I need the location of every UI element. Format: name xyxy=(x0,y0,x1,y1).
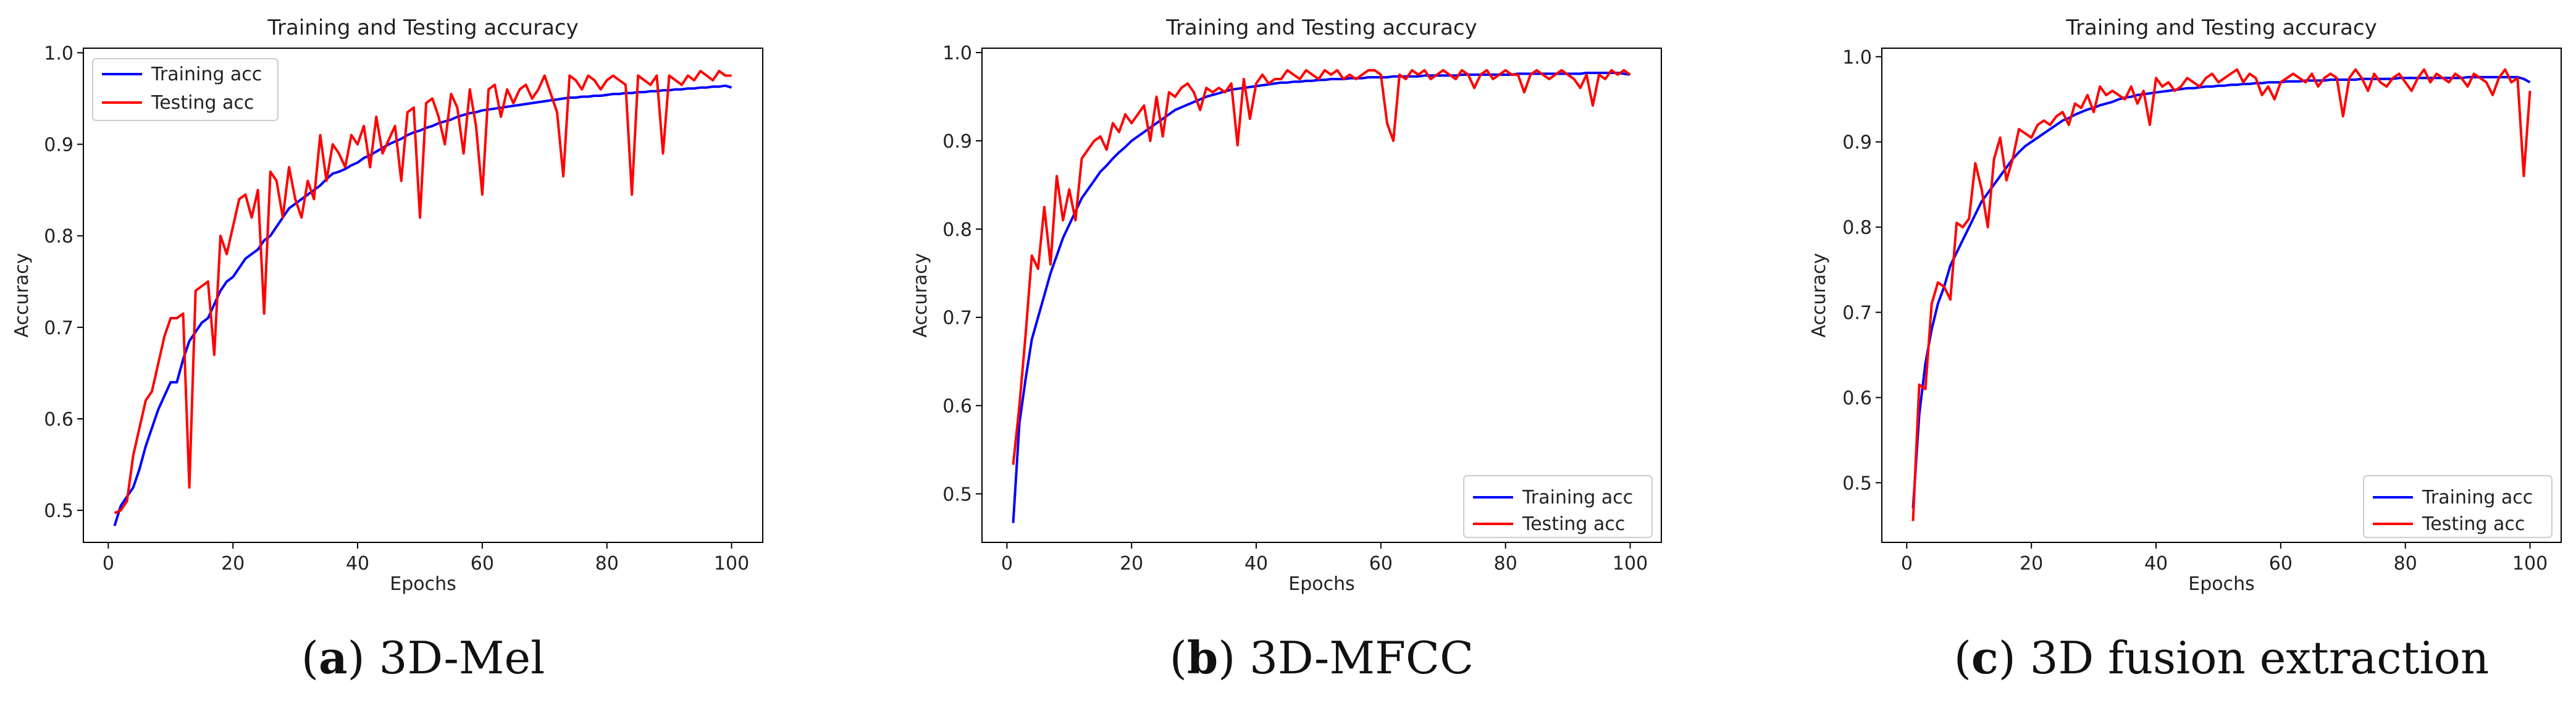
y-tick-label: 0.6 xyxy=(942,396,972,418)
x-tick-label: 60 xyxy=(1369,553,1393,575)
y-tick-label: 0.7 xyxy=(44,318,73,339)
y-tick-label: 0.7 xyxy=(942,308,972,329)
plot-frame xyxy=(83,48,763,543)
x-tick-label: 40 xyxy=(1244,553,1268,575)
x-tick-label: 80 xyxy=(1494,553,1517,575)
y-tick-label: 0.9 xyxy=(1842,132,1872,154)
chart-title: Training and Testing accuracy xyxy=(2065,15,2377,40)
y-axis-label: Accuracy xyxy=(11,253,33,338)
plot-area: 0 20 40 60 80 100 0.5 0.6 0.7 0.8 0.9 1.0 xyxy=(1842,47,2548,575)
x-axis-label: Epochs xyxy=(390,573,456,595)
plot-frame xyxy=(1881,48,2562,543)
legend-label-training: Training acc xyxy=(1522,487,1633,508)
series-line-training xyxy=(1012,72,1630,523)
y-tick-label: 0.8 xyxy=(942,219,972,241)
y-tick-label: 0.9 xyxy=(44,135,73,156)
caption-a: (a) 3D-Mel xyxy=(301,631,545,684)
y-axis-label: Accuracy xyxy=(1808,253,1830,338)
series-line-testing xyxy=(1012,69,1631,465)
legend-label-training: Training acc xyxy=(151,64,262,85)
caption-label: a xyxy=(318,631,348,684)
chart-panel-c: Training and Testing accuracy 0 20 40 60 80 1… xyxy=(1808,15,2562,595)
legend-box xyxy=(1463,475,1653,538)
x-tick-label: 20 xyxy=(221,553,245,575)
y-tick-label: 0.5 xyxy=(44,500,73,522)
y-tick-label: 0.5 xyxy=(1842,473,1872,494)
plot-area: 0 20 40 60 80 100 0.5 0.6 0.7 0.8 0.9 1.0 xyxy=(942,43,1648,575)
legend: Training acc Testing acc xyxy=(2363,475,2553,538)
legend-label-training: Training acc xyxy=(2422,487,2533,508)
x-tick-label: 100 xyxy=(714,553,749,575)
y-tick-label: 1.0 xyxy=(44,43,73,64)
y-tick-label: 0.7 xyxy=(1842,303,1872,324)
x-tick-label: 80 xyxy=(595,553,619,575)
chart-title: Training and Testing accuracy xyxy=(1165,15,1477,40)
x-tick-label: 100 xyxy=(1613,553,1648,575)
x-tick-label: 40 xyxy=(346,553,369,575)
x-tick-label: 60 xyxy=(471,553,494,575)
caption-text: 3D fusion extraction xyxy=(2029,632,2490,684)
x-tick-label: 0 xyxy=(1001,553,1013,575)
legend-box xyxy=(2363,475,2553,538)
chart-panel-a: Training and Testing accuracy 0 20 40 60 80 1… xyxy=(11,15,763,595)
plot-frame xyxy=(981,48,1662,543)
x-tick-label: 20 xyxy=(1120,553,1143,575)
legend: Training acc Testing acc xyxy=(92,58,279,121)
caption-label: c xyxy=(1971,631,1999,684)
chart-title: Training and Testing accuracy xyxy=(267,15,578,40)
y-tick-label: 0.6 xyxy=(44,409,73,431)
legend: Training acc Testing acc xyxy=(1463,475,1653,538)
series-line-training xyxy=(1911,75,2531,508)
y-tick-label: 0.8 xyxy=(1842,217,1872,239)
y-tick-label: 0.9 xyxy=(942,131,972,153)
series-line-testing xyxy=(1911,68,2532,521)
y-axis-label: Accuracy xyxy=(910,253,931,338)
caption-c: (c) 3D fusion extraction xyxy=(1953,631,2490,684)
x-tick-label: 0 xyxy=(1901,553,1913,575)
series-line-testing xyxy=(114,70,732,515)
chart-panel-b: Training and Testing accuracy 0 20 40 60 80 1… xyxy=(910,15,1662,595)
x-tick-label: 80 xyxy=(2394,553,2417,575)
y-tick-label: 0.6 xyxy=(1842,388,1872,410)
y-tick-label: 1.0 xyxy=(1842,47,1872,69)
caption-text: 3D-MFCC xyxy=(1249,632,1474,684)
x-tick-label: 40 xyxy=(2144,553,2168,575)
y-tick-label: 1.0 xyxy=(942,43,972,64)
caption-label: b xyxy=(1186,631,1219,684)
legend-label-testing: Testing acc xyxy=(151,92,254,114)
plot-area: 0 20 40 60 80 100 0.5 0.6 0.7 0.8 0.9 1.0 xyxy=(44,43,749,575)
x-axis-label: Epochs xyxy=(1288,573,1355,595)
x-tick-label: 60 xyxy=(2269,553,2293,575)
y-tick-label: 0.5 xyxy=(942,484,972,505)
caption-text: 3D-Mel xyxy=(379,632,545,684)
x-tick-label: 100 xyxy=(2512,553,2548,575)
caption-b: (b) 3D-MFCC xyxy=(1169,631,1474,684)
legend-label-testing: Testing acc xyxy=(1522,513,1625,535)
x-axis-label: Epochs xyxy=(2188,573,2255,595)
legend-label-testing: Testing acc xyxy=(2422,513,2525,535)
x-tick-label: 20 xyxy=(2020,553,2043,575)
y-tick-label: 0.8 xyxy=(44,226,73,248)
x-tick-label: 0 xyxy=(103,553,114,575)
